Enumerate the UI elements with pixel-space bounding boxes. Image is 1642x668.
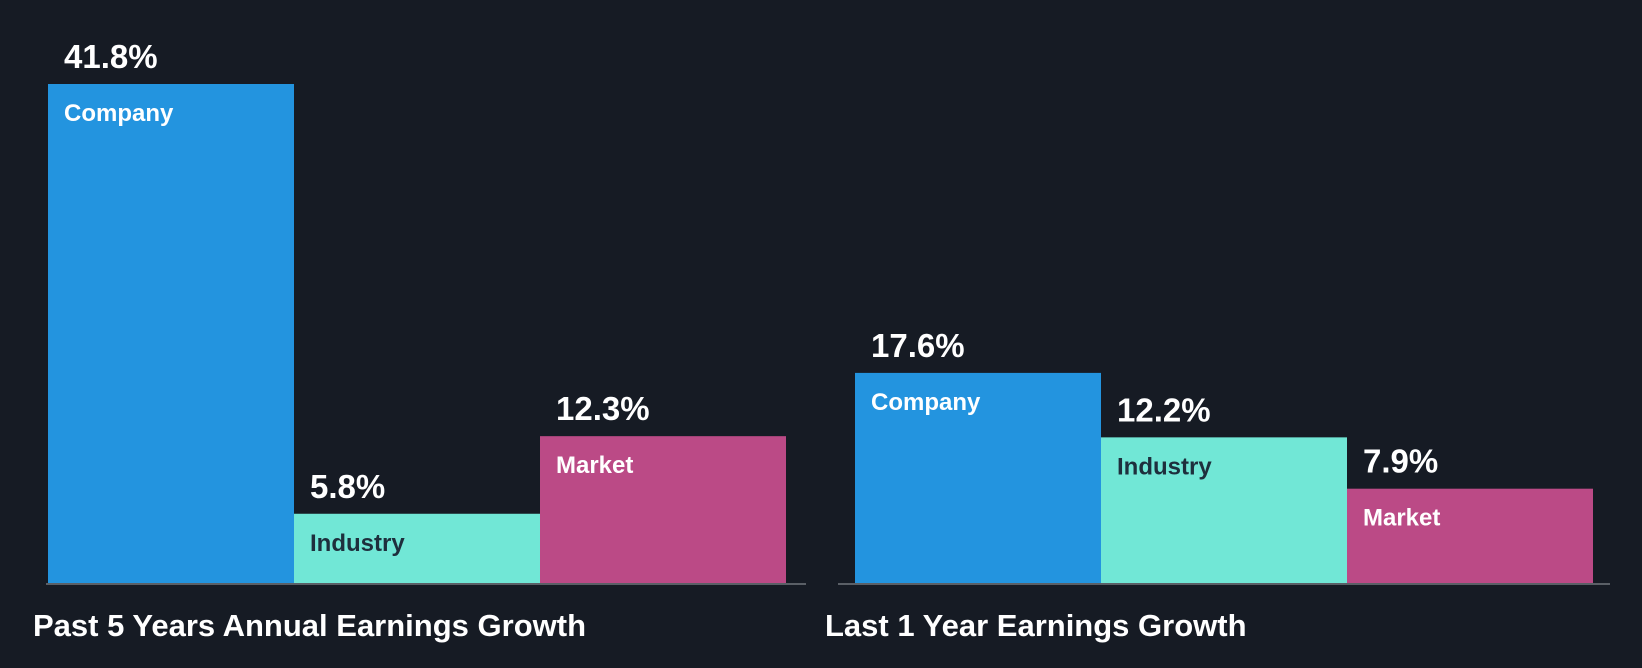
past-5-years-category-label-market: Market (556, 452, 633, 479)
past-5-years-bar-market (540, 436, 786, 583)
last-1-year-value-label-company: 17.6% (871, 327, 965, 364)
past-5-years-bar-industry (294, 513, 540, 583)
past-5-years-bar-company (48, 84, 294, 583)
past-5-years-title: Past 5 Years Annual Earnings Growth (33, 608, 586, 643)
past-5-years-value-label-industry: 5.8% (310, 468, 385, 505)
last-1-year-category-label-company: Company (871, 389, 981, 416)
last-1-year-category-label-industry: Industry (1117, 453, 1212, 480)
last-1-year-bar-market (1347, 488, 1593, 583)
past-5-years-category-label-company: Company (64, 100, 174, 127)
last-1-year-bar-industry (1101, 437, 1347, 583)
past-5-years-category-label-industry: Industry (310, 530, 405, 557)
last-1-year-bar-company (855, 372, 1101, 583)
past-5-years-value-label-company: 41.8% (64, 38, 158, 75)
last-1-year-title: Last 1 Year Earnings Growth (825, 608, 1247, 643)
last-1-year-value-label-market: 7.9% (1363, 443, 1438, 480)
last-1-year-category-label-market: Market (1363, 505, 1440, 532)
past-5-years-value-label-market: 12.3% (556, 390, 650, 427)
last-1-year-value-label-industry: 12.2% (1117, 391, 1211, 428)
